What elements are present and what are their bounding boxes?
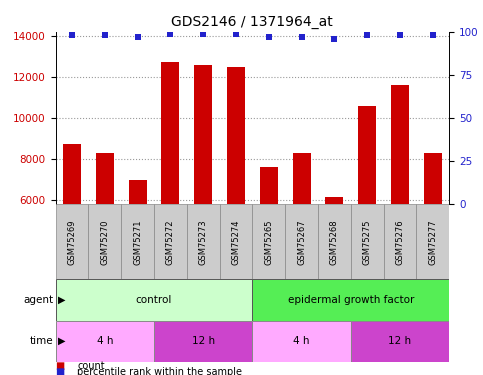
Text: epidermal growth factor: epidermal growth factor [287,295,414,305]
Bar [391,85,409,204]
Point [429,32,437,38]
Bar [187,204,220,279]
Text: GSM75275: GSM75275 [363,219,372,265]
Text: GSM75270: GSM75270 [100,219,109,265]
Point [167,31,174,37]
Bar [358,106,376,204]
Bar [88,204,121,279]
Text: GSM75267: GSM75267 [297,219,306,265]
Text: 12 h: 12 h [192,336,215,346]
Bar [252,204,285,279]
Text: GSM75268: GSM75268 [330,219,339,265]
Text: ▶: ▶ [58,336,66,346]
Text: GSM75273: GSM75273 [199,219,208,265]
Text: ▶: ▶ [58,295,66,305]
Text: GSM75269: GSM75269 [68,219,76,265]
Text: GSM75274: GSM75274 [231,219,241,265]
Text: control: control [136,295,172,305]
Text: GSM75271: GSM75271 [133,219,142,265]
Bar [285,204,318,279]
Bar [154,204,187,279]
Bar [56,321,154,362]
Bar [384,204,416,279]
Bar [121,204,154,279]
Text: percentile rank within the sample: percentile rank within the sample [77,367,242,375]
Bar [318,204,351,279]
Point [199,31,207,37]
Point [363,32,371,38]
Point [396,32,404,38]
Bar [260,167,278,204]
Bar [56,279,252,321]
Point [68,32,76,38]
Text: 12 h: 12 h [388,336,412,346]
Bar [194,65,212,204]
Bar [351,204,384,279]
Text: GSM75265: GSM75265 [264,219,273,265]
Title: GDS2146 / 1371964_at: GDS2146 / 1371964_at [171,15,333,30]
Text: GSM75277: GSM75277 [428,219,437,265]
Bar [252,321,351,362]
Point [134,34,142,40]
Text: GSM75272: GSM75272 [166,219,175,265]
Bar [128,180,146,204]
Text: time: time [29,336,53,346]
Point [265,34,272,40]
Bar [252,279,449,321]
Text: 4 h: 4 h [293,336,310,346]
Bar [227,67,245,204]
Text: GSM75276: GSM75276 [396,219,404,265]
Bar [220,204,252,279]
Bar [424,153,442,204]
Bar [293,153,311,204]
Bar [416,204,449,279]
Bar [96,153,114,204]
Point [330,36,338,42]
Bar [161,62,179,204]
Point [298,34,305,40]
Text: ■: ■ [56,361,68,370]
Bar [326,197,343,204]
Text: ■: ■ [56,367,68,375]
Bar [154,321,252,362]
Point [232,31,240,37]
Point [101,32,109,38]
Text: agent: agent [23,295,53,305]
Bar [351,321,449,362]
Bar [56,204,88,279]
Bar [63,144,81,204]
Text: 4 h: 4 h [97,336,113,346]
Text: count: count [77,361,105,370]
